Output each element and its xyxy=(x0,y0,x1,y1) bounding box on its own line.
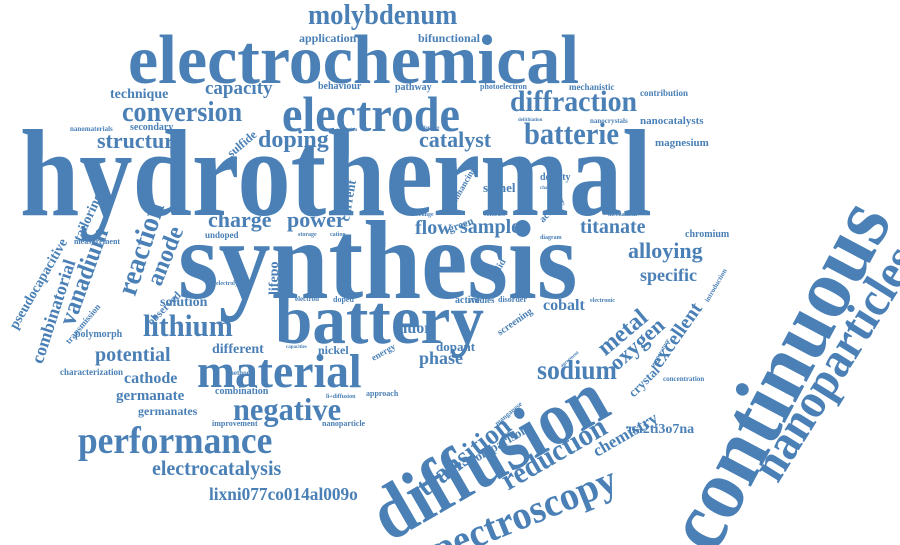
word-lifepo: lifepo xyxy=(267,261,282,295)
word-battery: battery xyxy=(275,282,484,359)
word-chromium: chromium xyxy=(685,229,730,240)
word-material: material xyxy=(197,345,362,398)
word-conversion: conversion xyxy=(122,97,243,128)
word-pathway: pathway xyxy=(395,82,432,93)
word-cation: cation xyxy=(330,232,346,238)
word-lithium: lithium xyxy=(143,308,233,343)
word-specific: specific xyxy=(640,265,697,285)
word-electrolyte: electrolyte xyxy=(216,281,243,287)
word-range: range xyxy=(419,212,434,218)
word-application: application xyxy=(299,31,357,45)
word-polymorph: polymorph xyxy=(75,329,123,340)
word-electron: electron xyxy=(295,295,319,303)
word-alloying: alloying xyxy=(628,238,703,263)
word-concentration: concentration xyxy=(663,375,705,383)
word-diagram: diagram xyxy=(540,235,562,241)
word-difference: difference xyxy=(418,126,440,131)
word-nanocatalysts: nanocatalysts xyxy=(640,115,704,127)
word-secondary: secondary xyxy=(130,122,174,133)
word-electrocatalysis: electrocatalysis xyxy=(152,456,282,480)
word-magnesium: magnesium xyxy=(655,137,709,149)
word-measurement: measurement xyxy=(74,237,121,246)
word-doped: doped xyxy=(333,295,354,304)
word-performance: performance xyxy=(78,420,273,462)
word-catalyst: catalyst xyxy=(419,127,492,152)
word-combination: combination xyxy=(215,386,269,397)
word-nanoparticle: nanoparticle xyxy=(322,419,366,428)
word-crystal: crystal xyxy=(625,362,663,400)
word-delithiation: delithiation xyxy=(518,118,543,123)
word-dopant: dopant xyxy=(436,339,476,354)
word-nanocrystals: nanocrystals xyxy=(590,117,628,125)
word-technique: technique xyxy=(110,87,169,102)
word-sodium: sodium xyxy=(537,355,617,385)
word-synthesis: synthesis xyxy=(178,199,578,323)
word-titanate: titanate xyxy=(580,216,646,238)
word-disorder: disorder xyxy=(498,295,527,304)
word-phase: phase xyxy=(419,348,464,368)
word-mechanistic: mechanistic xyxy=(569,82,615,92)
word-sample: sample xyxy=(460,216,520,238)
word-power: power xyxy=(287,207,346,232)
word-different: different xyxy=(212,342,264,357)
word-photoelectron: photoelectron xyxy=(480,82,527,91)
word-cathode: cathode xyxy=(124,370,178,387)
word-molybdenum: molybdenum xyxy=(308,0,458,31)
word-activation: activation xyxy=(336,128,358,133)
word-nanomaterials: nanomaterials xyxy=(70,125,113,133)
word-contrast: contrast xyxy=(484,212,505,218)
word-active: active xyxy=(455,295,480,306)
word-muon: muon xyxy=(394,320,434,337)
word-solution: solution xyxy=(160,295,208,310)
word-electrode: electrode xyxy=(282,86,460,142)
word-challenge: challenge xyxy=(540,186,560,191)
word-storage: storage xyxy=(298,232,317,238)
word-negative: negative xyxy=(233,391,342,427)
word-doping: doping xyxy=(258,127,329,153)
word-structure: structure xyxy=(97,128,184,153)
word-batterie: batterie xyxy=(524,116,620,151)
word-undoped: undoped xyxy=(205,230,239,240)
word-mechanism: mechanism xyxy=(608,212,637,218)
word-density: density xyxy=(540,172,571,183)
word-spinel: spinel xyxy=(483,180,516,195)
word-electronic: electronic xyxy=(590,298,615,304)
word-bifunctional: bifunctional xyxy=(418,31,481,45)
word-studies: studies xyxy=(468,295,495,305)
word-introduction: introduction xyxy=(703,267,729,304)
word-germanates: germanates xyxy=(138,404,198,418)
word-contribution: contribution xyxy=(640,88,689,98)
word-li-diffusion: li+diffusion xyxy=(326,394,356,400)
word-cobalt: cobalt xyxy=(543,297,585,314)
word-hydrothermal: hydrothermal xyxy=(20,105,652,242)
word-lixni077co014al009o: lixni077co014al009o xyxy=(209,484,358,504)
word-characterization: characterization xyxy=(60,367,123,377)
word-na2ti3o7na: na2ti3o7na xyxy=(628,422,695,437)
word-germanate: germanate xyxy=(116,388,185,404)
word-potential: potential xyxy=(95,344,171,366)
word-diffraction: diffraction xyxy=(510,85,638,118)
word-improvement: improvement xyxy=(212,419,258,428)
word-charge: charge xyxy=(208,207,272,232)
word-approach: approach xyxy=(366,389,399,398)
word-capacities: capacities xyxy=(286,345,307,350)
word-flow: flow xyxy=(415,217,452,239)
word-electrochemical: electrochemical xyxy=(128,22,580,99)
word-method: method xyxy=(228,369,251,377)
word-capacity: capacity xyxy=(205,78,273,99)
word-behaviour: behaviour xyxy=(318,81,362,92)
word-nickel: nickel xyxy=(318,343,349,357)
